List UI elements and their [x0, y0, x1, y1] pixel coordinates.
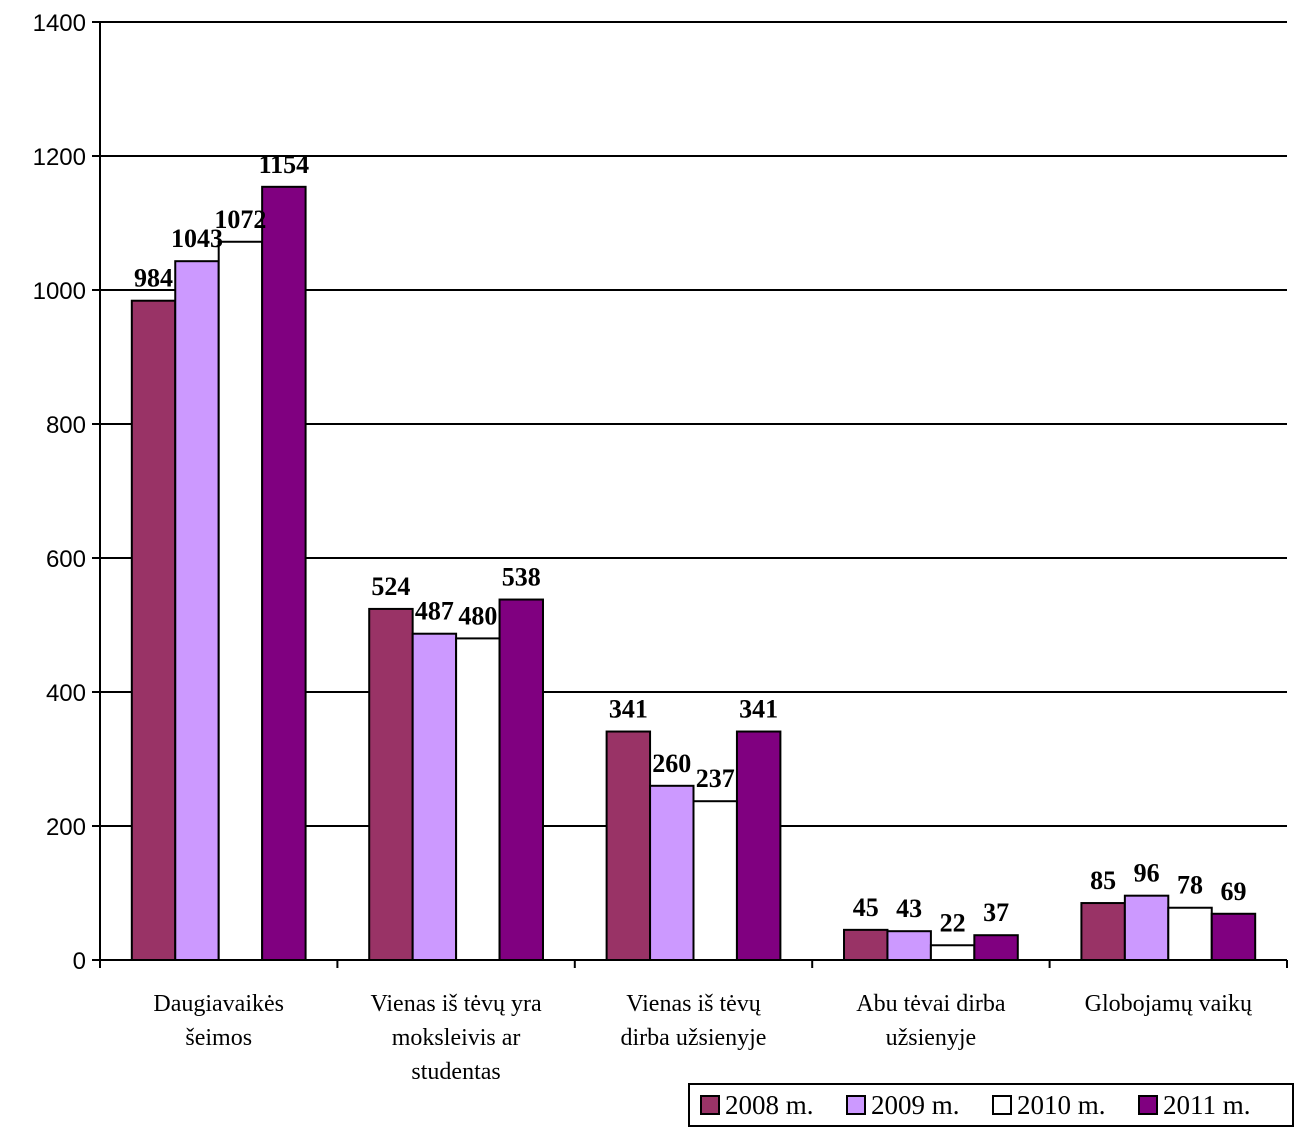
data-label: 341 — [739, 695, 778, 724]
data-label: 45 — [853, 893, 879, 922]
bar-2009m — [1123, 894, 1170, 961]
data-label: 43 — [896, 894, 922, 923]
y-tick-label: 800 — [46, 412, 86, 439]
data-label: 69 — [1220, 877, 1246, 906]
x-tick-label: moksleivis ar — [392, 1025, 521, 1051]
bar-2011m — [735, 730, 782, 962]
data-label: 984 — [134, 264, 173, 293]
data-label: 341 — [609, 695, 648, 724]
x-tick-label: Daugiavaikės — [153, 991, 284, 1017]
y-axis: 0 200 400 600 800 1000 1200 1400 — [33, 10, 101, 975]
data-label: 37 — [983, 898, 1009, 927]
x-tick-label: šeimos — [185, 1025, 252, 1051]
bar-2011m — [261, 185, 307, 961]
y-tick-label: 200 — [46, 814, 86, 841]
bar-2009m — [886, 930, 932, 962]
y-tick-label: 400 — [46, 680, 86, 707]
legend-swatch — [700, 1095, 720, 1115]
y-tick-label: 600 — [46, 546, 86, 573]
bar-2009m — [411, 632, 458, 962]
legend-swatch — [846, 1095, 866, 1115]
y-tick-label: 1200 — [33, 144, 86, 171]
legend-swatch — [1138, 1095, 1158, 1115]
y-tick-label: 1000 — [33, 278, 86, 305]
bar-2008m — [605, 730, 652, 962]
legend: 2008 m. 2009 m. 2010 m. 2011 m. — [688, 1083, 1294, 1127]
data-label: 487 — [415, 597, 454, 626]
bar-2008m — [368, 607, 414, 961]
bar-2010m — [217, 240, 264, 961]
data-label: 480 — [458, 601, 497, 630]
bar-2010m — [1167, 906, 1213, 961]
legend-label: 2011 m. — [1163, 1090, 1251, 1120]
bar-2009m — [174, 260, 220, 961]
x-axis: Daugiavaikės šeimos Vienas iš tėvų yra moks… — [99, 959, 1288, 1085]
data-label: 524 — [371, 572, 410, 601]
y-tick-label: 1400 — [33, 10, 86, 37]
data-label: 22 — [940, 908, 966, 937]
y-tick-label: 0 — [73, 948, 86, 975]
bar-2010m — [929, 944, 976, 962]
x-tick-label: užsienyje — [886, 1025, 977, 1051]
x-tick-label: studentas — [411, 1059, 500, 1085]
data-label: 1043 — [171, 224, 223, 253]
data-label: 260 — [652, 749, 691, 778]
x-tick-label: dirba užsienyje — [621, 1025, 767, 1051]
data-label: 237 — [696, 764, 735, 793]
x-tick-label: Vienas iš tėvų — [626, 991, 762, 1017]
x-tick-label: Abu tėvai dirba — [856, 991, 1006, 1017]
data-label: 1072 — [214, 205, 266, 234]
legend-swatch — [992, 1095, 1012, 1115]
legend-label: 2008 m. — [725, 1090, 814, 1120]
x-tick-label: Vienas iš tėvų yra — [371, 991, 543, 1017]
bar-2011m — [498, 598, 544, 961]
bar-2011m — [973, 934, 1019, 962]
data-label: 78 — [1177, 871, 1203, 900]
data-label: 96 — [1134, 859, 1160, 888]
data-label: 85 — [1090, 866, 1116, 895]
legend-label: 2010 m. — [1017, 1090, 1106, 1120]
bar-2008m — [843, 928, 889, 961]
legend-box — [688, 1083, 1294, 1127]
bar-2008m — [1080, 902, 1126, 961]
data-label: 538 — [502, 563, 541, 592]
bar-2008m — [130, 299, 177, 962]
x-tick-label: Globojamų vaikų — [1085, 991, 1253, 1017]
bar-2010m — [692, 800, 738, 962]
data-label: 1154 — [259, 150, 310, 179]
bar-2011m — [1210, 912, 1257, 962]
legend-label: 2009 m. — [871, 1090, 960, 1120]
bar-2010m — [455, 637, 501, 962]
bars — [130, 185, 1257, 962]
bar-2009m — [649, 784, 695, 961]
